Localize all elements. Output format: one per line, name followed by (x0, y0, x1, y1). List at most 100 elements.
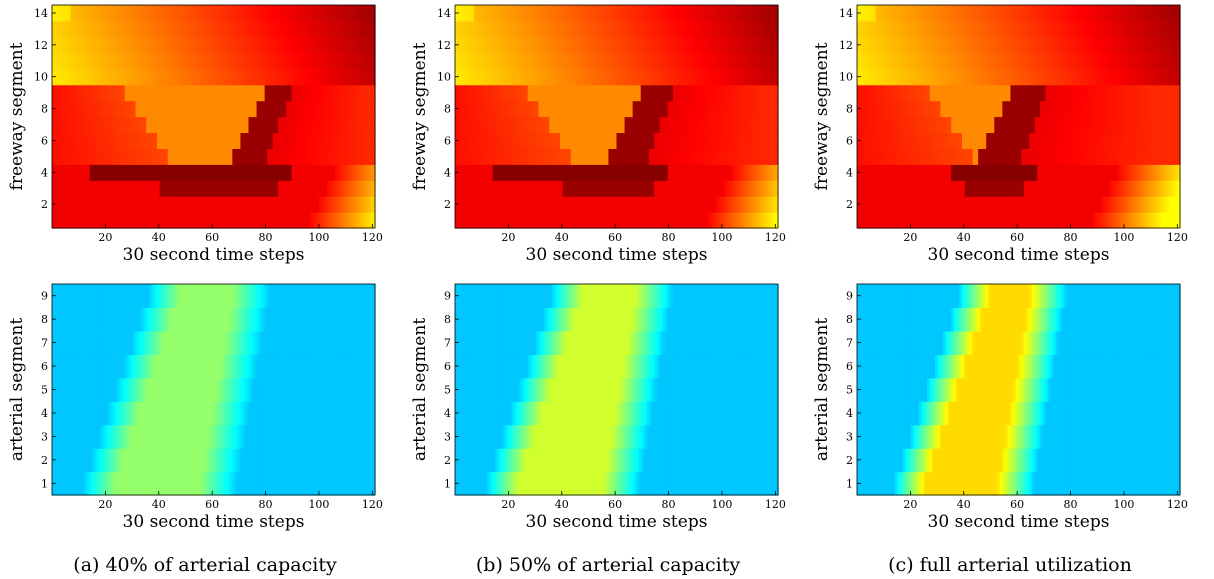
heatmap-cell (232, 36, 236, 54)
heatmap-cell (259, 116, 263, 134)
heatmap-cell (870, 100, 874, 118)
heatmap-cell (194, 116, 198, 134)
heatmap-cell (554, 212, 558, 229)
heatmap-cell (318, 148, 322, 165)
heatmap-cell (479, 20, 483, 38)
heatmap-cell (267, 68, 271, 86)
heatmap-cell (629, 196, 634, 213)
heatmap-cell (891, 132, 896, 149)
heatmap-cell (1045, 68, 1049, 86)
heatmap-cell (546, 196, 550, 213)
heatmap-cell (229, 164, 233, 181)
heatmap-cell (307, 132, 311, 149)
heatmap-cell (646, 212, 650, 229)
heatmap-cell (1066, 84, 1071, 102)
heatmap-cell (70, 84, 75, 102)
heatmap-cell (81, 100, 85, 118)
heatmap-cell (318, 100, 322, 118)
heatmap-cell (1142, 52, 1146, 70)
heatmap-cell (535, 36, 540, 54)
heatmap-cell (745, 212, 749, 229)
heatmap-cell (294, 52, 298, 70)
heatmap-cell (568, 212, 572, 229)
heatmap-cell (200, 164, 204, 181)
heatmap-cell (1058, 84, 1063, 102)
heatmap-cell (870, 164, 874, 181)
heatmap-cell (323, 132, 328, 149)
heatmap-cell (487, 5, 491, 22)
heatmap-cell (543, 196, 548, 213)
heatmap-cell (1029, 212, 1033, 229)
heatmap-cell (248, 164, 252, 181)
heatmap-cell (516, 84, 521, 102)
heatmap-cell (1042, 36, 1047, 54)
heatmap-cell (235, 196, 239, 213)
heatmap-cell (1104, 84, 1108, 102)
heatmap-cell (557, 132, 561, 149)
heatmap-cell (1002, 36, 1006, 54)
heatmap-cell (632, 196, 636, 213)
heatmap-cell (294, 84, 298, 102)
heatmap-cell (926, 164, 931, 181)
heatmap-cell (68, 20, 72, 38)
heatmap-cell (226, 68, 231, 86)
heatmap-cell (1177, 212, 1181, 229)
heatmap-cell (524, 212, 529, 229)
heatmap-cell (943, 164, 947, 181)
heatmap-cell (1083, 100, 1087, 118)
heatmap-cell (460, 212, 464, 229)
heatmap-cell (124, 36, 128, 54)
heatmap-cell (551, 196, 556, 213)
heatmap-cell (156, 148, 161, 165)
heatmap-cell (1104, 132, 1108, 149)
heatmap-cell (533, 164, 537, 181)
y-tick-label: 14 (437, 7, 451, 20)
heatmap-cell (1005, 100, 1009, 118)
heatmap-cell (656, 196, 661, 213)
heatmap-cell (967, 68, 971, 86)
heatmap-cell (905, 52, 909, 70)
heatmap-cell (489, 52, 494, 70)
heatmap-cell (103, 84, 107, 102)
heatmap-cell (232, 100, 236, 118)
heatmap-cell (557, 116, 561, 134)
heatmap-cell (1029, 68, 1033, 86)
heatmap-cell (603, 5, 607, 22)
heatmap-cell (980, 132, 985, 149)
heatmap-cell (897, 20, 901, 38)
heatmap-cell (767, 52, 771, 70)
heatmap-cell (883, 180, 888, 197)
heatmap-cell (1118, 84, 1122, 102)
heatmap-cell (1013, 196, 1017, 213)
heatmap-cell (508, 100, 513, 118)
heatmap-cell (1037, 148, 1041, 165)
heatmap-cell (1061, 164, 1065, 181)
heatmap-cell (313, 100, 317, 118)
heatmap-cell (999, 196, 1003, 213)
heatmap-cell (89, 5, 93, 22)
heatmap-cell (972, 132, 977, 149)
heatmap-cell (975, 20, 979, 38)
heatmap-cell (100, 36, 104, 54)
heatmap-cell (533, 36, 537, 54)
heatmap-cell (286, 148, 290, 165)
heatmap-cell (148, 100, 153, 118)
heatmap-cell (100, 164, 104, 181)
heatmap-cell (484, 68, 488, 86)
heatmap-cell (1123, 132, 1127, 149)
heatmap-cell (975, 212, 979, 229)
heatmap-cell (878, 36, 882, 54)
heatmap-cell (167, 20, 172, 38)
heatmap-cell (143, 212, 147, 229)
heatmap-cell (1037, 116, 1041, 134)
heatmap-cell (983, 164, 987, 181)
heatmap-cell (964, 36, 968, 54)
heatmap-cell (1077, 100, 1082, 118)
heatmap-cell (296, 164, 301, 181)
heatmap-cell (581, 164, 585, 181)
heatmap-cell (970, 36, 974, 54)
heatmap-cell (218, 84, 223, 102)
heatmap-cell (1120, 116, 1125, 134)
heatmap-cell (140, 5, 145, 22)
heatmap-cell (654, 84, 658, 102)
